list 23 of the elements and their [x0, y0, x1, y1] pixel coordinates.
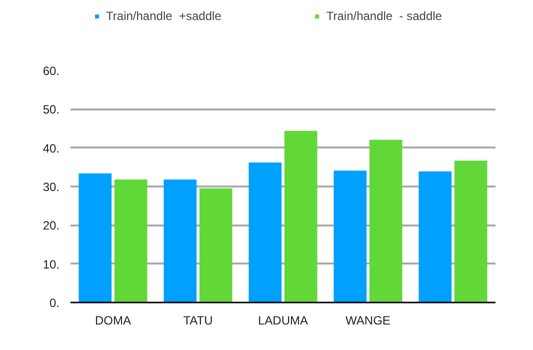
x-tick-label: LADUMA: [258, 314, 308, 328]
bar: [369, 140, 402, 302]
bar: [199, 188, 232, 302]
x-tick-label: TATU: [183, 314, 213, 328]
y-tick-label: 50.: [42, 102, 60, 117]
bar: [164, 180, 197, 302]
y-tick-label: 40.: [42, 141, 60, 156]
bar: [248, 162, 282, 302]
bar: [114, 180, 148, 302]
bar: [418, 171, 452, 302]
bar: [284, 130, 318, 302]
y-tick-label: 10.: [42, 257, 60, 272]
x-tick-label: WANGE: [346, 314, 390, 328]
legend-label: Train/handle - saddle: [326, 9, 442, 23]
y-tick-label: 20.: [42, 218, 60, 233]
bar: [78, 173, 112, 302]
bar: [454, 160, 488, 302]
y-tick-label: 0.: [49, 296, 60, 310]
y-tick-label: 60.: [42, 64, 60, 78]
y-tick-label: 30.: [42, 180, 60, 194]
x-tick-label: DOMA: [95, 314, 131, 328]
bar: [334, 170, 367, 302]
legend-label: Train/handle +saddle: [106, 9, 222, 23]
